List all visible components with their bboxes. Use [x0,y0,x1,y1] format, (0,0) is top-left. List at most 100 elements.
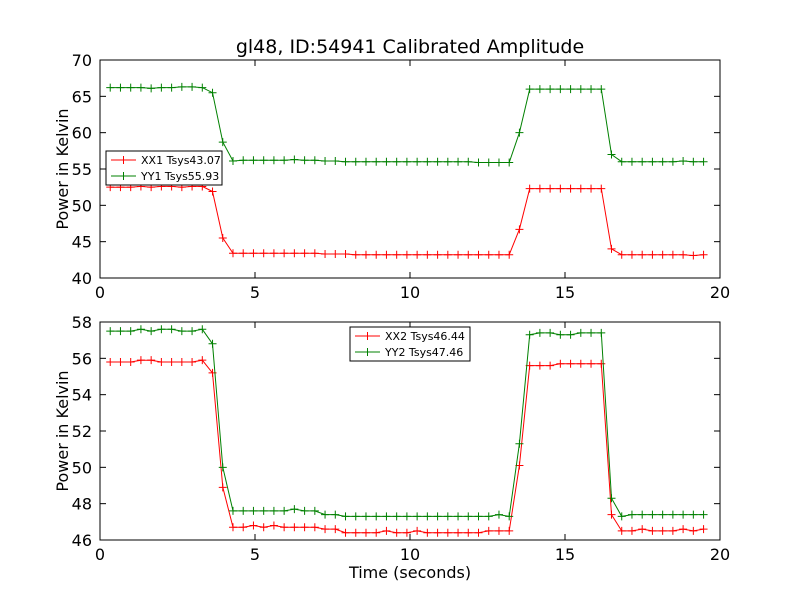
legend-marker [119,156,128,164]
data-point [658,526,667,535]
data-point [617,250,626,259]
data-point [566,184,575,193]
data-point [679,157,688,166]
data-point [443,528,452,537]
data-point [280,523,289,532]
data-point [126,357,135,366]
data-point [433,528,442,537]
data-point [249,506,258,515]
data-point [177,357,186,366]
data-point [331,525,340,534]
data-point [136,83,145,92]
data-point [474,250,483,259]
data-point [239,156,248,165]
data-point [658,250,667,259]
data-point [607,510,616,519]
data-point [361,157,370,166]
data-point [494,510,503,519]
data-point [116,357,125,366]
data-point [188,357,197,366]
data-point [454,512,463,521]
data-point [515,439,524,448]
data-point [515,225,524,234]
data-point [136,356,145,365]
data-point [423,157,432,166]
data-point [116,327,125,336]
data-point [198,83,207,92]
data-point [259,249,268,258]
data-point [341,250,350,259]
y-tick-label: 50 [72,196,92,215]
data-point [699,250,708,259]
y-tick-label: 50 [72,458,92,477]
data-point [474,528,483,537]
data-point [280,506,289,515]
data-point [668,250,677,259]
data-point [249,521,258,530]
data-point [535,184,544,193]
data-point [402,528,411,537]
y-tick-label: 70 [72,51,92,70]
legend-marker [363,348,372,356]
data-point [454,157,463,166]
data-point [597,85,606,94]
data-point [689,251,698,260]
data-point [157,325,166,334]
data-point [597,184,606,193]
data-point [679,250,688,259]
data-point [382,526,391,535]
data-point [413,250,422,259]
data-point [699,510,708,519]
data-point [648,250,657,259]
data-point [464,157,473,166]
data-point [208,187,217,196]
data-point [689,526,698,535]
data-point [392,528,401,537]
data-point [484,158,493,167]
data-point [638,525,647,534]
data-point [556,359,565,368]
data-point [351,157,360,166]
data-point [392,157,401,166]
data-point [188,327,197,336]
data-point [433,157,442,166]
y-tick-label: 45 [72,233,92,252]
data-point [648,157,657,166]
data-point [228,523,237,532]
data-point [372,512,381,521]
data-point [494,526,503,535]
y-tick-label: 60 [72,124,92,143]
data-point [535,328,544,337]
data-point [136,325,145,334]
data-point [321,157,330,166]
data-point [198,325,207,334]
data-point [443,157,452,166]
data-point [341,528,350,537]
data-point [464,250,473,259]
data-point [413,512,422,521]
data-point [402,250,411,259]
y-tick-label: 46 [72,531,92,550]
data-point [372,528,381,537]
data-point [361,528,370,537]
legend: XX2 Tsys46.44 YY2 Tsys47.46 [349,326,471,362]
data-point [177,82,186,91]
data-point [259,506,268,515]
x-tick-label: 0 [95,545,105,564]
data-point [433,512,442,521]
data-point [638,250,647,259]
legend-entry-label: XX2 Tsys46.44 [385,330,465,343]
x-tick-label: 5 [250,283,260,302]
data-point [617,526,626,535]
data-point [239,249,248,258]
data-point [443,250,452,259]
y-tick-label: 52 [72,422,92,441]
data-point [218,234,227,243]
data-point [679,525,688,534]
data-point [269,156,278,165]
legend-marker [119,172,128,180]
data-point [167,325,176,334]
data-point [638,157,647,166]
data-point [300,523,309,532]
